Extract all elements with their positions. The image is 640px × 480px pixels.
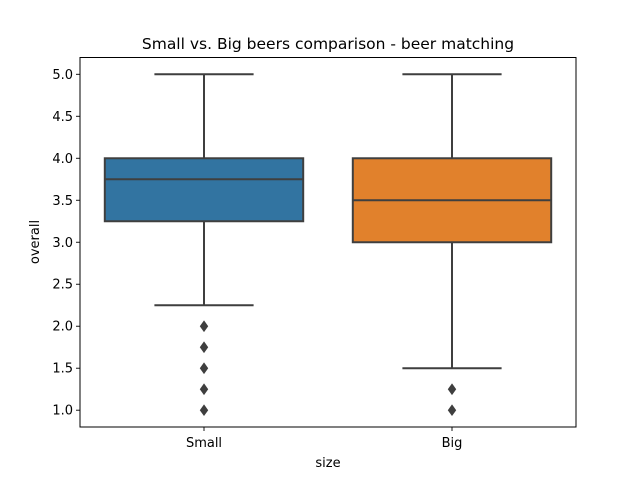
outlier-point [199, 404, 209, 417]
outlier-point [199, 383, 209, 396]
y-tick-label: 4.0 [52, 152, 73, 167]
box-group-big [351, 73, 553, 417]
outlier-point [447, 383, 457, 396]
y-tick-label: 1.5 [52, 362, 73, 377]
y-axis: 1.0 1.5 2.0 2.5 3.0 3.5 4.0 4.5 5.0 [52, 68, 80, 419]
y-tick-label: 3.0 [52, 236, 73, 251]
outlier-point [199, 341, 209, 354]
outlier-point [447, 404, 457, 417]
y-axis-label: overall [28, 220, 43, 264]
outlier-point [199, 362, 209, 375]
plot-area [103, 73, 553, 417]
y-tick-label: 5.0 [52, 68, 73, 83]
box-group-small [103, 73, 305, 417]
chart-title: Small vs. Big beers comparison - beer ma… [142, 35, 514, 53]
x-axis-label: size [315, 456, 340, 471]
iqr-box [103, 157, 305, 223]
x-axis: Small Big [186, 427, 462, 451]
y-tick-label: 1.0 [52, 404, 73, 419]
outlier-point [199, 320, 209, 333]
y-tick-label: 4.5 [52, 110, 73, 125]
x-tick-label: Big [442, 436, 463, 451]
y-tick-label: 2.5 [52, 278, 73, 293]
y-tick-label: 2.0 [52, 320, 73, 335]
y-tick-label: 3.5 [52, 194, 73, 209]
x-tick-label: Small [186, 436, 222, 451]
